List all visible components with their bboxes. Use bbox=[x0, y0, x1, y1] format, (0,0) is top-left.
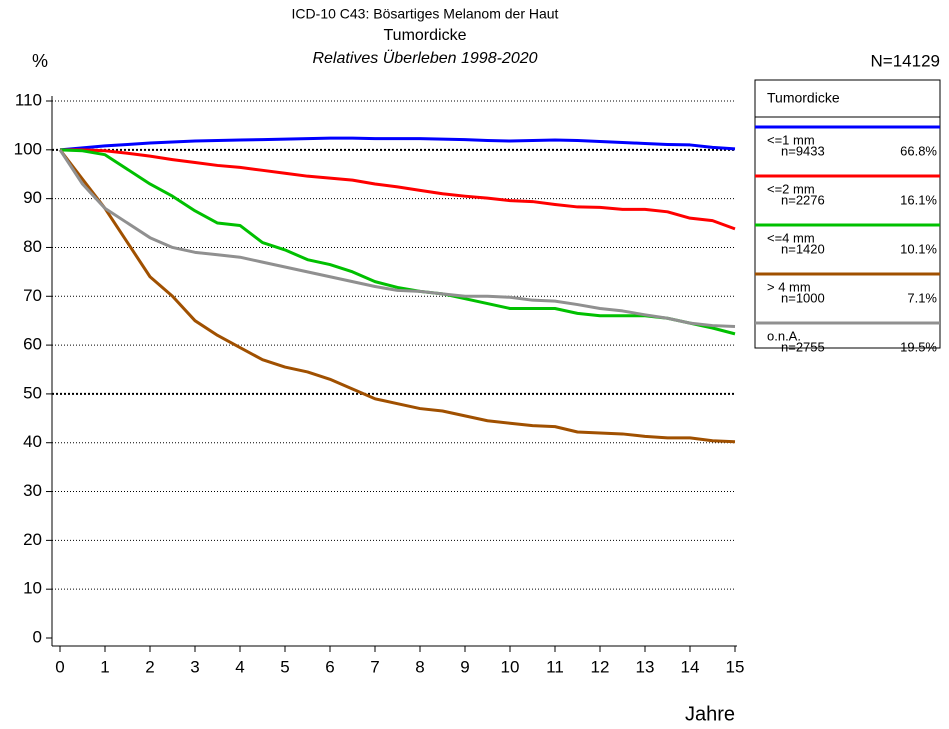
legend-share: 16.1% bbox=[900, 192, 937, 207]
x-tick-label: 7 bbox=[370, 657, 379, 676]
y-axis-label: % bbox=[32, 51, 48, 71]
x-tick-label: 8 bbox=[415, 657, 424, 676]
x-tick-label: 12 bbox=[591, 657, 610, 676]
y-tick-label: 40 bbox=[23, 432, 42, 451]
legend-count: n=9433 bbox=[781, 143, 825, 158]
x-tick-label: 4 bbox=[235, 657, 244, 676]
y-tick-label: 60 bbox=[23, 335, 42, 354]
survival-line bbox=[58, 148, 736, 444]
legend-label: <=1 mm bbox=[767, 132, 815, 147]
chart-subtitle: Relatives Überleben 1998-2020 bbox=[312, 49, 537, 67]
survival-line bbox=[60, 148, 736, 231]
x-tick-label: 13 bbox=[636, 657, 655, 676]
legend-count: n=1000 bbox=[781, 290, 825, 305]
y-tick-label: 100 bbox=[14, 139, 42, 158]
survival-line bbox=[58, 148, 736, 329]
y-tick-label: 90 bbox=[23, 188, 42, 207]
legend-share: 19.5% bbox=[900, 339, 937, 354]
y-tick-label: 70 bbox=[23, 286, 42, 305]
y-tick-label: 0 bbox=[33, 627, 42, 646]
legend-share: 7.1% bbox=[907, 290, 937, 305]
legend-box bbox=[754, 79, 941, 349]
legend-title: Tumordicke bbox=[767, 90, 840, 106]
survival-line bbox=[59, 148, 736, 336]
y-tick-label: 110 bbox=[15, 90, 42, 109]
x-tick-label: 9 bbox=[460, 657, 469, 676]
survival-line bbox=[59, 136, 736, 152]
legend-label: o.n.A. bbox=[767, 328, 801, 343]
x-tick-label: 14 bbox=[681, 657, 700, 676]
x-tick-label: 0 bbox=[55, 657, 64, 676]
legend-count: n=1420 bbox=[781, 241, 825, 256]
y-tick-label: 50 bbox=[23, 383, 42, 402]
legend-label: > 4 mm bbox=[767, 279, 811, 294]
legend-count: n=2276 bbox=[781, 192, 825, 207]
y-tick-label: 30 bbox=[23, 481, 42, 500]
legend-share: 66.8% bbox=[900, 143, 937, 158]
x-tick-label: 11 bbox=[546, 657, 564, 676]
x-tick-label: 1 bbox=[100, 657, 109, 676]
legend-share: 10.1% bbox=[900, 241, 937, 256]
legend-label: <=4 mm bbox=[767, 230, 815, 245]
chart-subtitle: Tumordicke bbox=[384, 27, 467, 44]
x-tick-label: 6 bbox=[325, 657, 334, 676]
y-tick-label: 10 bbox=[23, 579, 42, 598]
x-tick-label: 10 bbox=[501, 657, 520, 676]
x-tick-label: 2 bbox=[145, 657, 154, 676]
y-tick-label: 20 bbox=[23, 530, 42, 549]
x-tick-label: 5 bbox=[280, 657, 289, 676]
legend-count: n=2755 bbox=[781, 339, 825, 354]
y-tick-label: 80 bbox=[23, 237, 42, 256]
legend-label: <=2 mm bbox=[767, 181, 815, 196]
chart-title: ICD-10 C43: Bösartiges Melanom der Haut bbox=[292, 6, 559, 22]
total-count: N=14129 bbox=[871, 51, 940, 70]
x-axis-label: Jahre bbox=[685, 703, 735, 725]
x-tick-label: 15 bbox=[726, 657, 745, 676]
x-tick-label: 3 bbox=[190, 657, 199, 676]
